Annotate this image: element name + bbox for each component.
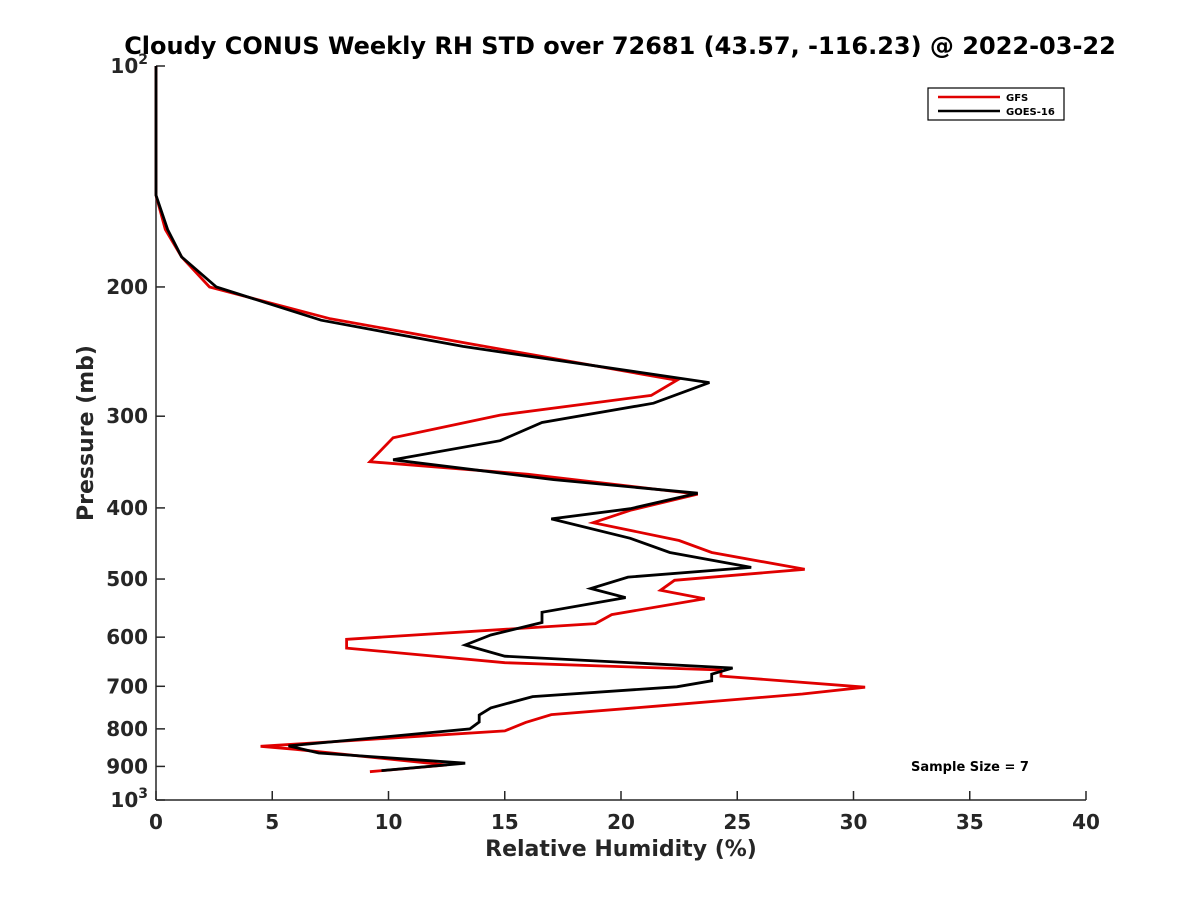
- x-tick-label: 10: [375, 810, 403, 834]
- x-tick-label: 20: [607, 810, 635, 834]
- y-tick-label: 103: [110, 786, 148, 812]
- y-tick-label: 200: [106, 275, 148, 299]
- legend-box: [927, 87, 1065, 121]
- y-tick-label: 700: [106, 674, 148, 698]
- legend-label-goes16: GOES-16: [1006, 107, 1055, 118]
- x-tick-label: 25: [723, 810, 751, 834]
- y-axis-label: Pressure (mb): [74, 345, 99, 521]
- x-tick-label: 15: [491, 810, 519, 834]
- x-tick-label: 40: [1072, 810, 1100, 834]
- series-line-gfs: [154, 66, 866, 774]
- legend: GFS GOES-16: [927, 87, 1065, 121]
- chart-title: Cloudy CONUS Weekly RH STD over 72681 (4…: [124, 32, 1116, 60]
- x-tick-label: 35: [956, 810, 984, 834]
- series-layer: [154, 66, 866, 774]
- y-tick-label: 900: [106, 754, 148, 778]
- x-tick-label: 0: [149, 810, 163, 834]
- y-tick-label: 400: [106, 496, 148, 520]
- y-tick-label: 300: [106, 404, 148, 428]
- y-tick-label: 102: [110, 52, 148, 78]
- x-axis-label: Relative Humidity (%): [485, 837, 757, 862]
- x-ticks: 0 5 10 15 20 25 30 35 40: [149, 791, 1100, 834]
- x-tick-label: 30: [840, 810, 868, 834]
- y-ticks: 102 200 300 400 500 600 700 800 900 103: [106, 52, 165, 812]
- sample-size-annotation: Sample Size = 7: [911, 760, 1029, 775]
- series-line-goes16: [154, 66, 752, 772]
- x-tick-label: 5: [265, 810, 279, 834]
- y-tick-label: 500: [106, 567, 148, 591]
- y-tick-label: 800: [106, 717, 148, 741]
- y-tick-label: 600: [106, 625, 148, 649]
- legend-label-gfs: GFS: [1006, 93, 1028, 104]
